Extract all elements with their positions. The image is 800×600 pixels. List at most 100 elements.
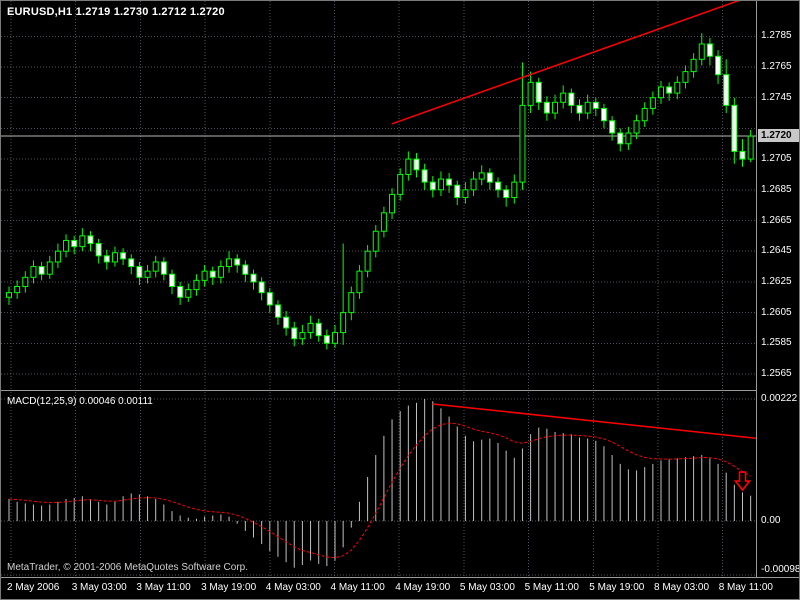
bull-candle (674, 81, 681, 94)
bear-candle (323, 335, 330, 344)
bull-candle (625, 132, 632, 145)
bear-candle (71, 239, 78, 248)
macd-signal-line (8, 422, 751, 559)
price-axis-label: 1.2685 (761, 183, 792, 195)
bear-candle (486, 172, 493, 183)
bull-candle (152, 261, 159, 272)
time-axis-separator (1, 577, 799, 578)
bear-candle (617, 132, 624, 145)
price-axis-label: 1.2565 (761, 368, 792, 379)
bear-candle (136, 266, 143, 278)
bear-candle (706, 43, 713, 57)
bear-candle (234, 258, 241, 266)
bear-candle (242, 264, 249, 275)
bull-candle (22, 276, 29, 288)
time-axis-label: 5 May 19:00 (589, 582, 645, 593)
bear-candle (609, 120, 616, 134)
macd-trendline[interactable] (432, 403, 756, 440)
bear-candle (600, 107, 607, 122)
bear-candle (739, 150, 746, 160)
bull-candle (185, 289, 192, 298)
time-axis-label: 3 May 03:00 (71, 582, 127, 593)
bull-candle (397, 173, 404, 195)
bull-candle (698, 43, 705, 60)
bull-candle (226, 258, 233, 268)
price-axis-label: 1.2765 (761, 61, 792, 72)
bull-candle (111, 252, 118, 263)
bear-candle (95, 243, 102, 257)
bear-candle (128, 258, 135, 268)
bear-candle (266, 292, 273, 306)
bull-candle (356, 270, 363, 294)
bull-candle (201, 270, 208, 281)
bear-candle (503, 189, 510, 198)
bull-candle (332, 332, 338, 344)
price-axis-label: 1.2645 (761, 245, 792, 257)
bear-candle (274, 304, 281, 318)
bull-candle (641, 107, 648, 122)
price-axis-label: 1.2745 (761, 91, 792, 103)
bear-candle (209, 270, 216, 278)
time-axis-label: 4 May 11:00 (330, 582, 385, 593)
price-chart-canvas[interactable] (1, 1, 756, 390)
bear-candle (723, 74, 730, 106)
bull-candle (193, 279, 200, 291)
bull-candle (14, 286, 21, 294)
bull-candle (30, 266, 37, 278)
bull-candle (364, 250, 371, 272)
macd-indicator-canvas[interactable] (1, 392, 756, 577)
panel-separator[interactable] (1, 390, 799, 391)
bull-candle (79, 235, 86, 248)
bear-candle (715, 55, 722, 76)
bull-candle (527, 81, 534, 106)
time-axis-label: 8 May 03:00 (654, 582, 710, 593)
bull-candle (389, 193, 396, 214)
bear-candle (283, 316, 290, 329)
bull-candle (63, 239, 70, 252)
price-axis-label: 1.2705 (761, 153, 792, 165)
current-price-badge: 1.2720 (758, 129, 799, 143)
macd-axis-label: 0.00222 (761, 393, 798, 404)
bull-candle (217, 266, 224, 278)
bull-candle (462, 189, 469, 198)
bear-candle (446, 178, 453, 186)
price-axis-label: 1.2785 (761, 30, 792, 42)
time-axis-label: 5 May 11:00 (524, 582, 579, 593)
time-axis-label: 4 May 03:00 (265, 582, 321, 593)
bull-candle (307, 322, 314, 334)
time-axis[interactable]: 2 May 2006 3 May 03:00 3 May 11:00 3 May 19… (1, 580, 799, 599)
bull-candle (649, 97, 656, 109)
bull-candle (478, 172, 485, 180)
bull-candle (372, 230, 379, 252)
sell-arrow-icon[interactable] (733, 471, 752, 492)
bear-candle (169, 273, 175, 288)
bear-candle (454, 184, 461, 198)
bull-candle (54, 250, 61, 263)
bear-candle (103, 255, 110, 263)
trendline[interactable] (391, 1, 755, 125)
macd-axis-label: 0.00 (761, 515, 781, 526)
bull-candle (470, 178, 477, 191)
price-axis-label: 1.2605 (761, 306, 792, 318)
bear-candle (421, 169, 428, 183)
bear-candle (535, 81, 542, 103)
bull-candle (682, 71, 689, 83)
bull-candle (511, 181, 518, 198)
bull-candle (405, 158, 412, 175)
macd-indicator-label: MACD(12,25,9) 0.00046 0.00111 (7, 396, 153, 407)
bull-candle (552, 101, 559, 114)
time-axis-label: 3 May 19:00 (201, 582, 257, 593)
chart-title: EURUSD,H1 1.2719 1.2730 1.2712 1.2720 (7, 6, 225, 18)
bull-candle (519, 104, 526, 183)
bear-candle (543, 101, 550, 114)
bear-candle (177, 286, 184, 298)
bear-candle (429, 181, 436, 191)
bear-candle (120, 252, 127, 260)
bull-candle (348, 292, 355, 314)
bear-candle (666, 86, 673, 94)
bear-candle (87, 235, 94, 245)
bull-candle (6, 292, 12, 298)
price-axis[interactable]: 1.2785 1.2765 1.2745 1.2705 1.2685 1.2665 1.26… (756, 1, 799, 577)
bull-candle (380, 212, 387, 232)
time-axis-label: 2 May 2006 (7, 582, 60, 593)
